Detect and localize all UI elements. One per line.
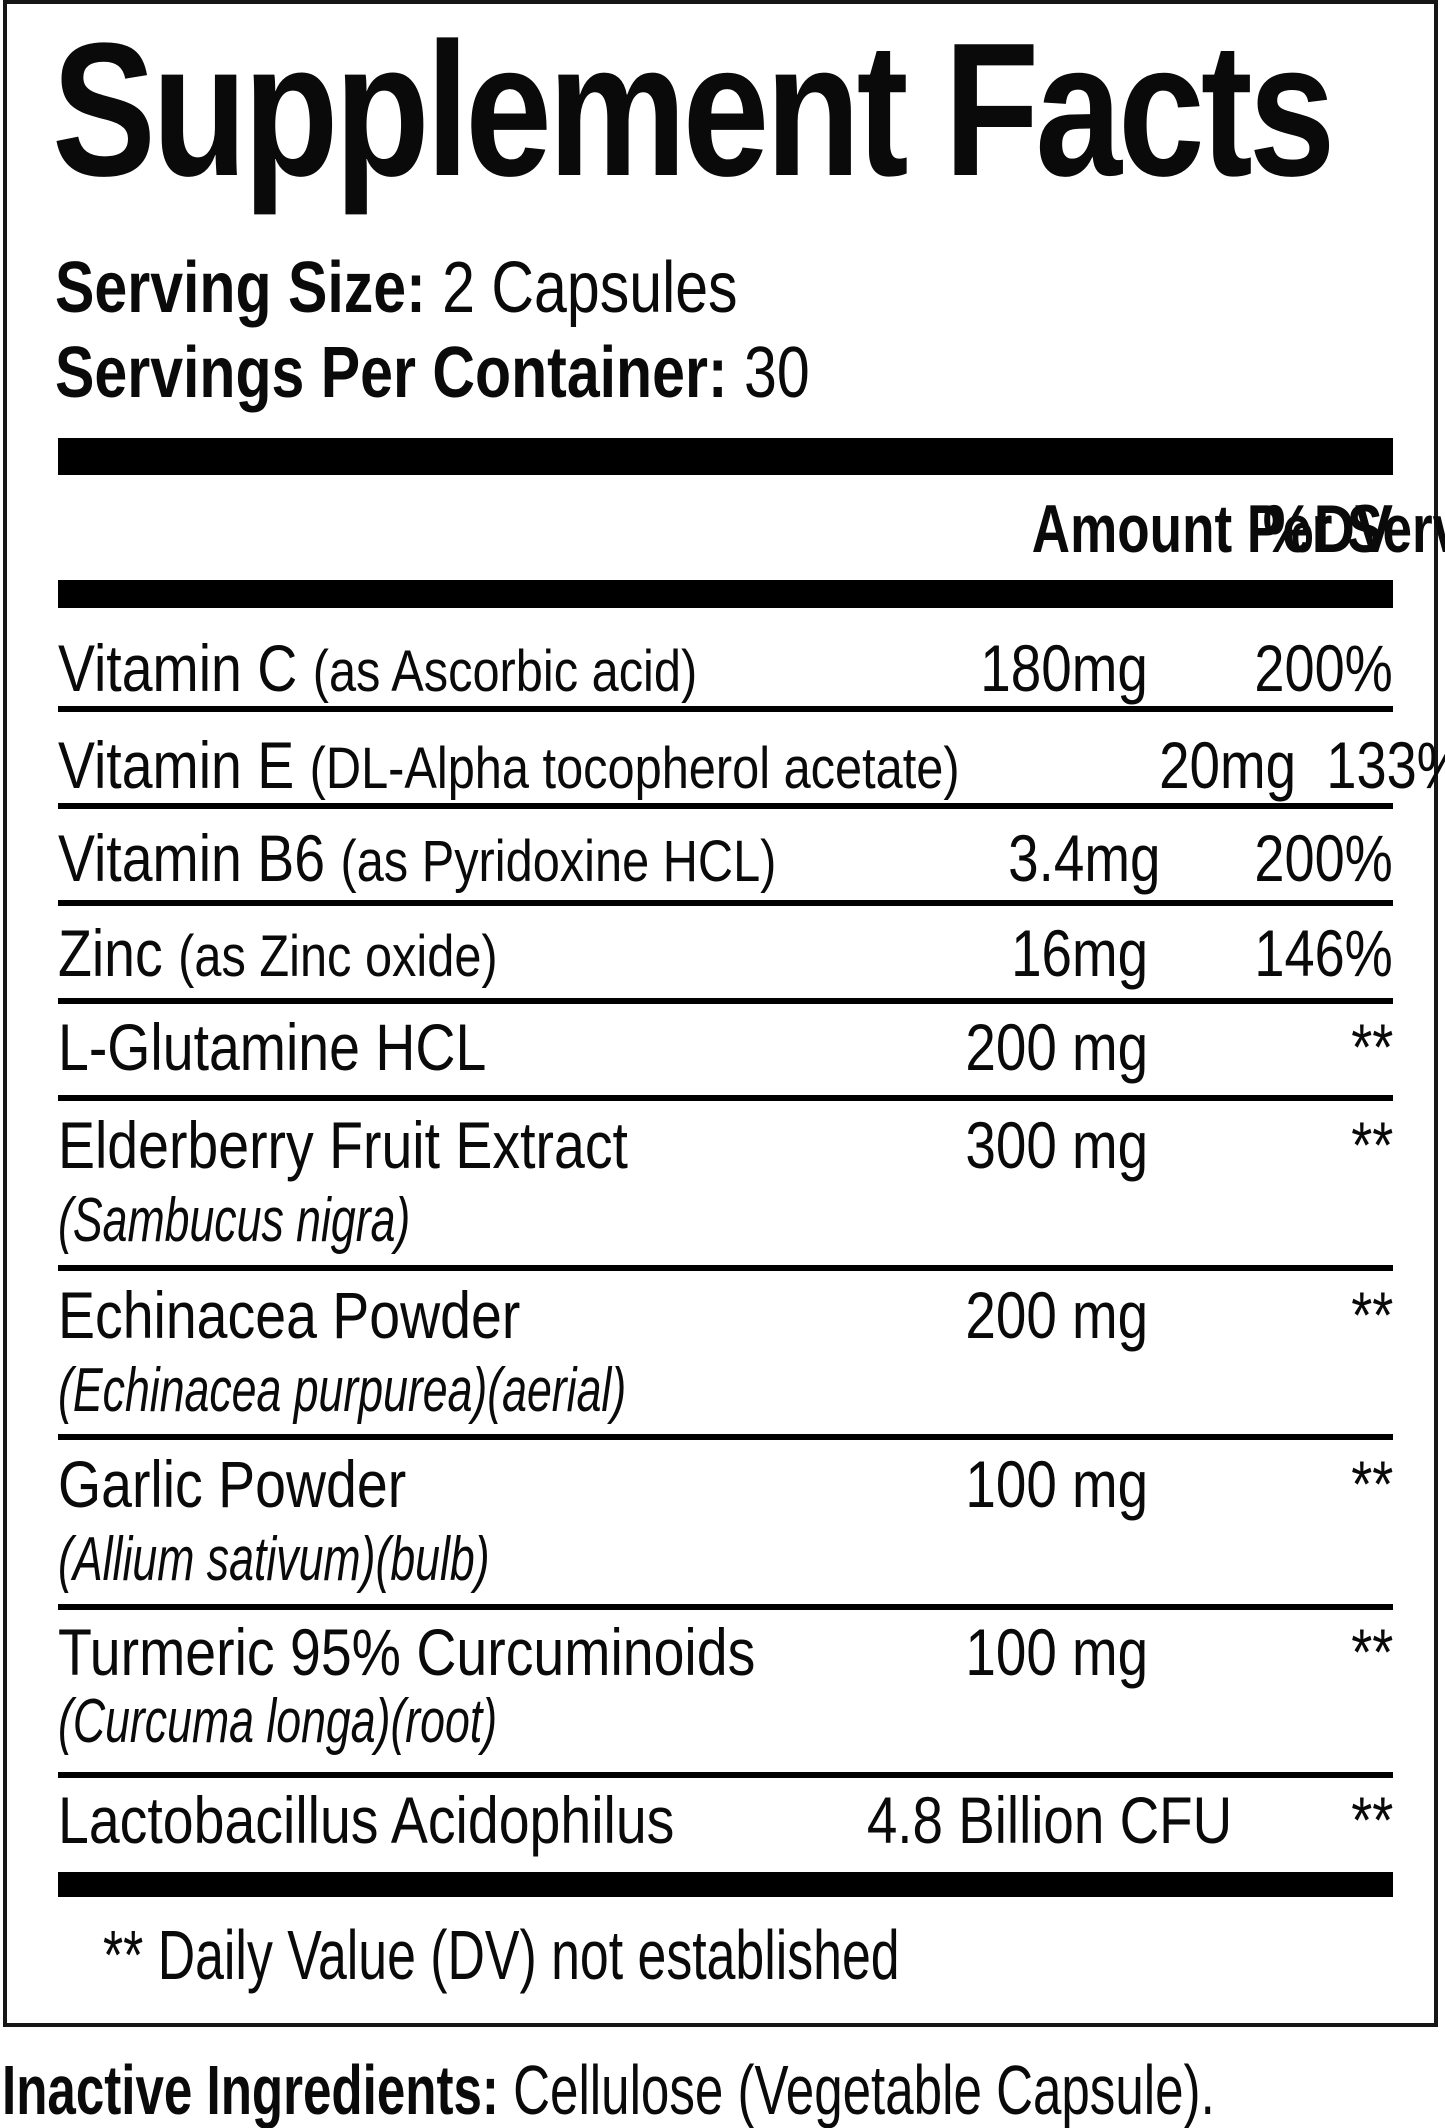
ingredient-row-zinc: Zinc (as Zinc oxide) 16mg 146% [58,920,1393,986]
ingredient-dv: 200% [1254,631,1393,705]
ingredient-note: (as Zinc oxide) [178,924,498,989]
ingredient-amount: 4.8 Billion CFU [866,1783,1232,1857]
ingredient-amount: 300 mg [965,1108,1148,1182]
ingredient-row-vitamin-e: Vitamin E (DL-Alpha tocopherol acetate) … [58,728,1445,802]
ingredient-dv: 133% [1326,728,1445,802]
ingredient-row-vitamin-b6: Vitamin B6 (as Pyridoxine HCL) 3.4mg 200… [58,825,1393,891]
ingredient-amount: 200 mg [965,1010,1148,1084]
ingredient-dv: ** [1350,1783,1393,1857]
ingredient-name: Elderberry Fruit Extract [58,1108,628,1182]
ingredient-dv: 200% [1254,821,1393,895]
page-title-text: Supplement Facts [52,4,1335,216]
ingredient-botanical-name: (Echinacea purpurea)(aerial) [58,1356,627,1425]
thick-rule-bottom [58,1872,1393,1897]
ingredient-name: Zinc [58,916,163,990]
ingredient-dv: ** [1350,1447,1393,1521]
serving-size-label: Serving Size: [55,248,426,328]
ingredient-name: Garlic Powder [58,1447,407,1521]
column-header-row: Amount Per Serving %DV [58,491,1445,567]
row-divider [58,1604,1393,1610]
ingredient-botanical-name: (Sambucus nigra) [58,1186,411,1255]
ingredient-amount: 20mg [1159,728,1297,802]
inactive-ingredients-value: Cellulose (Vegetable Capsule). [513,2051,1215,2128]
ingredient-row-lactobacillus: Lactobacillus Acidophilus 4.8 Billion CF… [58,1787,1393,1853]
label-border-box: Supplement Facts Serving Size: 2 Capsule… [3,0,1445,2027]
ingredient-amount: 180mg [980,631,1148,705]
servings-per-container-row: Servings Per Container: 30 [55,337,975,409]
inactive-ingredients-label: Inactive Ingredients: [2,2051,499,2128]
ingredient-name: Vitamin E [58,728,295,802]
servings-per-container-label: Servings Per Container: [55,333,728,413]
ingredient-note: (as Pyridoxine HCL) [340,829,777,894]
ingredient-row-l-glutamine: L-Glutamine HCL 200 mg ** [58,1014,1393,1080]
ingredient-name: Lactobacillus Acidophilus [58,1783,675,1857]
ingredient-name: L-Glutamine HCL [58,1010,487,1084]
ingredient-botanical-name: (Allium sativum)(bulb) [58,1525,490,1594]
ingredient-dv: ** [1350,1108,1393,1182]
row-divider [58,706,1393,712]
ingredient-amount: 200 mg [965,1278,1148,1352]
ingredient-name: Echinacea Powder [58,1278,521,1352]
ingredient-name: Vitamin B6 [58,821,326,895]
row-divider [58,1265,1393,1271]
ingredient-name: Vitamin C [58,631,298,705]
row-divider [58,998,1393,1004]
ingredient-name: Turmeric 95% Curcuminoids [58,1615,756,1689]
ingredient-amount: 3.4mg [1007,821,1161,895]
row-divider [58,1434,1393,1440]
thick-rule-header [58,580,1393,608]
thick-rule-top [58,438,1393,475]
ingredient-row-echinacea: Echinacea Powder 200 mg ** [58,1282,1393,1348]
ingredient-dv: ** [1350,1615,1393,1689]
row-divider [58,900,1393,906]
ingredient-dv: ** [1350,1010,1393,1084]
ingredient-row-elderberry: Elderberry Fruit Extract 300 mg ** [58,1112,1393,1178]
ingredient-row-turmeric: Turmeric 95% Curcuminoids 100 mg ** [58,1619,1393,1685]
row-divider [58,1772,1393,1778]
serving-size-value: 2 Capsules [442,248,738,328]
ingredient-note: (DL-Alpha tocopherol acetate) [309,736,960,801]
ingredient-dv: 146% [1254,916,1393,990]
daily-value-footnote: ** Daily Value (DV) not established [103,1916,900,1994]
ingredient-amount: 16mg [1010,916,1148,990]
ingredient-row-garlic: Garlic Powder 100 mg ** [58,1451,1393,1517]
page-title: Supplement Facts [52,15,1445,205]
row-divider [58,1095,1393,1101]
ingredient-amount: 100 mg [965,1447,1148,1521]
ingredient-botanical-name: (Curcuma longa)(root) [58,1687,498,1756]
inactive-ingredients-row: Inactive Ingredients: Cellulose (Vegetab… [2,2055,1445,2125]
serving-size-row: Serving Size: 2 Capsules [55,252,887,324]
ingredient-row-vitamin-c: Vitamin C (as Ascorbic acid) 180mg 200% [58,635,1393,701]
row-divider [58,803,1393,809]
servings-per-container-value: 30 [744,333,810,413]
percent-dv-header: %DV [1262,491,1393,567]
amount-per-serving-header: Amount Per Serving [1031,491,1445,567]
ingredient-amount: 100 mg [965,1615,1149,1689]
ingredient-dv: ** [1350,1278,1393,1352]
ingredient-note: (as Ascorbic acid) [312,639,698,704]
